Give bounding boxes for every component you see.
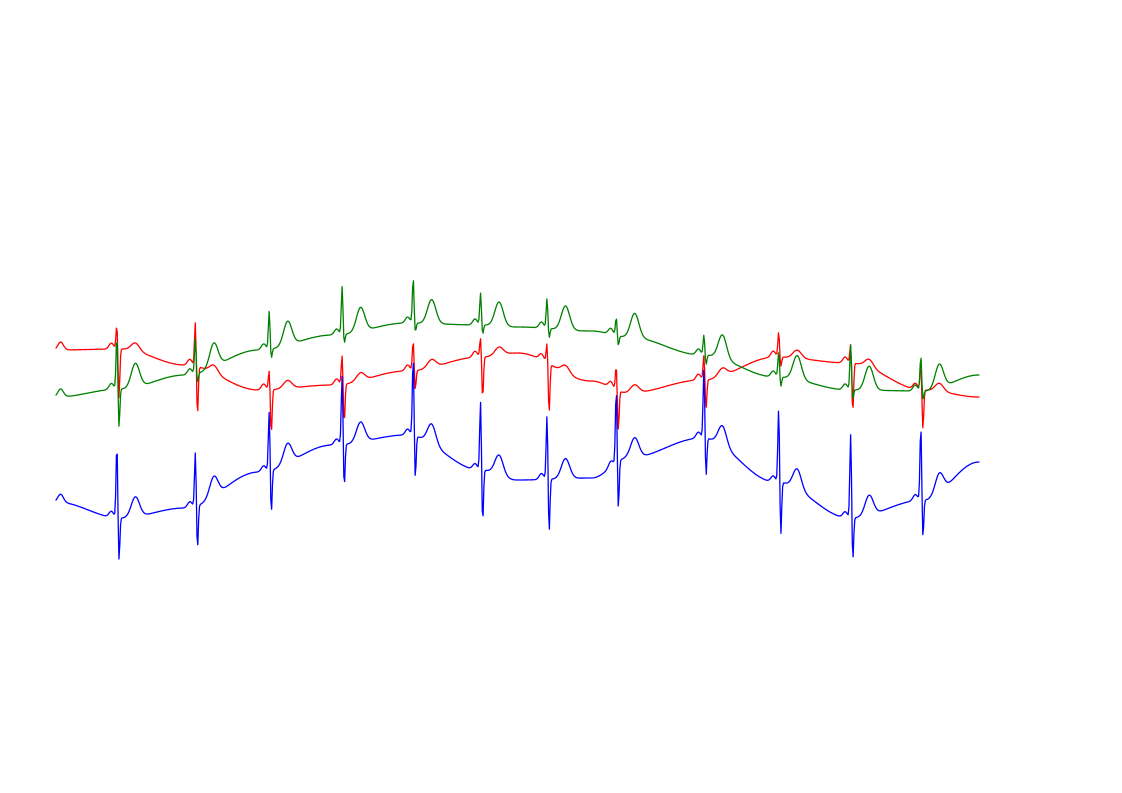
ecg-trace-2 [55, 280, 980, 427]
ecg-traces [55, 280, 980, 560]
ecg-trace-3 [55, 362, 980, 560]
ecg-trace-1 [55, 322, 980, 431]
